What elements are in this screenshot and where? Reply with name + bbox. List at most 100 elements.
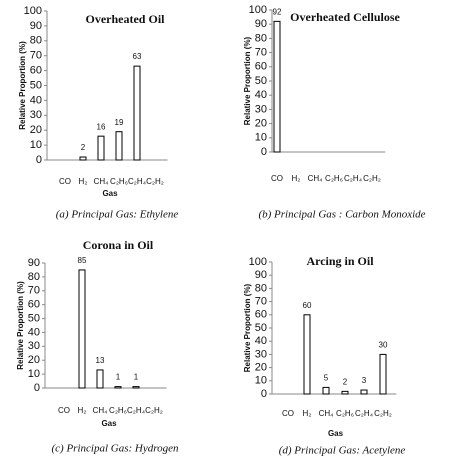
x-axis-label: Gas [101,419,117,428]
chart-title: Overheated Cellulose [290,10,400,24]
y-tick-label: 100 [249,256,267,268]
x-tick-label: C₂H₄ [128,177,146,186]
bar [114,386,122,389]
y-tick-label: 30 [255,103,267,115]
y-tick-label: 60 [255,309,267,321]
data-label: 60 [303,301,312,310]
data-label: 1 [116,373,121,382]
x-tick-label: C₂H₂ [145,406,163,415]
y-tick-label: 50 [30,79,42,91]
y-tick-label: 0 [34,382,40,394]
y-tick-label: 100 [249,4,267,16]
bar [341,390,349,395]
y-tick-label: 80 [255,282,267,294]
chart-title: Overheated Oil [86,12,166,26]
y-tick-label: 0 [261,146,267,158]
x-tick-label: C₂H₂ [363,174,381,183]
x-tick-label: CH₄ [94,177,109,186]
bar [78,269,86,389]
y-tick-label: 70 [255,296,267,308]
data-label: 5 [324,374,329,383]
caption: (b) Principal Gas : Carbon Monoxide [258,209,425,221]
bar [360,389,368,395]
y-tick-label: 70 [28,285,40,297]
y-tick-label: 60 [255,61,267,73]
y-tick-label: 30 [30,109,42,121]
x-tick-label: H₂ [303,409,312,418]
y-tick-label: 40 [28,326,40,338]
y-tick-label: 50 [255,322,267,334]
data-label: 92 [273,7,282,16]
y-tick-label: 30 [28,340,40,352]
y-tick-label: 70 [255,47,267,59]
y-tick-label: 10 [255,375,267,387]
bar [96,369,104,389]
x-tick-label: C₂H₆ [109,406,127,415]
x-tick-label: C₂H₆ [336,409,354,418]
bar [303,314,311,395]
y-tick-label: 100 [24,5,42,17]
y-tick-label: 10 [28,368,40,380]
x-tick-label: C₂H₄ [127,406,145,415]
x-tick-label: H₂ [78,406,87,415]
y-tick-label: 40 [30,94,42,106]
bar [79,156,87,161]
data-label: 1 [134,373,139,382]
x-tick-label: CO [59,177,71,186]
x-axis-label: Gas [328,429,344,438]
y-tick-label: 70 [30,50,42,62]
y-tick-label: 60 [30,65,42,77]
x-tick-label: H₂ [79,177,88,186]
data-label: 13 [96,356,105,365]
y-tick-label: 20 [30,124,42,136]
data-label: 2 [343,377,348,386]
x-tick-label: CH₄ [93,406,108,415]
data-label: 2 [81,143,86,152]
data-label: 3 [362,376,367,385]
x-tick-label: C₂H₂ [146,177,164,186]
x-tick-label: CH₄ [308,174,323,183]
x-tick-label: CO [271,174,283,183]
y-axis-label: Relative Proportion (%) [16,281,25,370]
y-tick-label: 20 [28,354,40,366]
x-tick-label: H₂ [292,174,301,183]
y-tick-label: 90 [255,269,267,281]
data-label: 19 [115,118,124,127]
data-label: 63 [133,52,142,61]
y-tick-label: 50 [28,312,40,324]
bar [132,386,140,389]
x-tick-label: CO [58,406,70,415]
caption: (d) Principal Gas: Acetylene [279,445,406,457]
x-tick-label: C₂H₆ [110,177,128,186]
y-tick-label: 0 [36,154,42,166]
x-tick-label: C₂H₄ [355,409,373,418]
y-tick-label: 80 [28,271,40,283]
bar [273,20,281,153]
caption: (a) Principal Gas: Ethylene [56,209,179,221]
y-axis-label: Relative Proportion (%) [243,283,252,372]
chart-title: Arcing in Oil [306,254,374,268]
y-axis-label: Relative Proportion (%) [18,41,27,130]
y-tick-label: 20 [255,118,267,130]
y-tick-label: 50 [255,75,267,87]
data-label: 16 [97,122,106,131]
y-tick-label: 60 [28,299,40,311]
bar [97,135,105,161]
bar [379,353,387,395]
y-tick-label: 40 [255,89,267,101]
bar [322,386,330,395]
y-tick-label: 0 [261,388,267,400]
chart-title: Corona in Oil [83,238,154,252]
y-tick-label: 20 [255,362,267,374]
bar [133,65,141,161]
x-tick-label: CO [282,409,294,418]
x-tick-label: C₂H₄ [344,174,362,183]
x-tick-label: C₂H₂ [374,409,392,418]
y-tick-label: 90 [28,257,40,269]
y-tick-label: 30 [255,348,267,360]
y-tick-label: 90 [30,20,42,32]
y-tick-label: 40 [255,335,267,347]
data-label: 85 [78,256,87,265]
x-axis-label: Gas [102,189,118,198]
